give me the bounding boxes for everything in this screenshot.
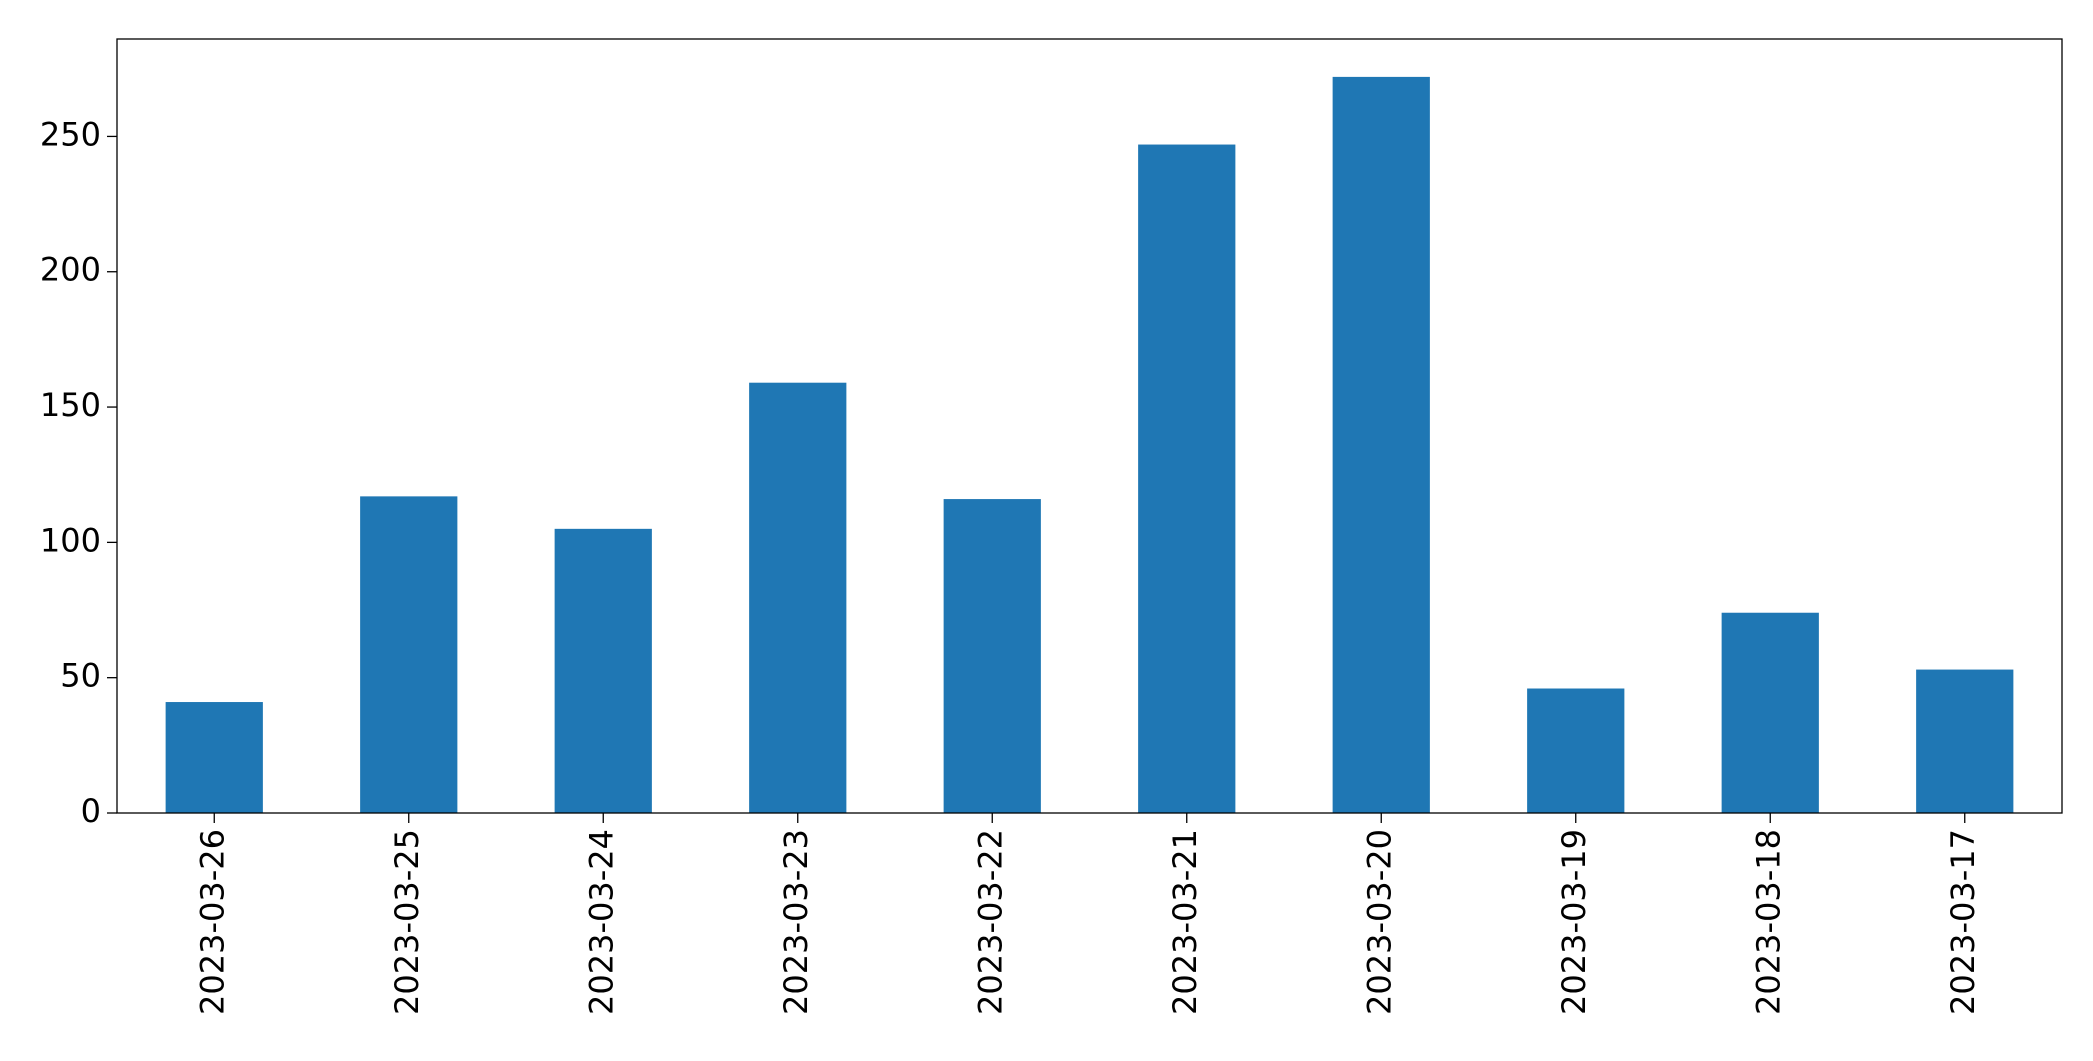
x-tick-label: 2023-03-22 bbox=[971, 829, 1009, 1015]
y-tick-label: 100 bbox=[40, 521, 101, 559]
x-tick-label: 2023-03-18 bbox=[1749, 829, 1787, 1015]
y-tick-label: 0 bbox=[81, 792, 101, 830]
bar bbox=[360, 496, 458, 813]
bar bbox=[1916, 669, 2014, 813]
x-tick-label: 2023-03-20 bbox=[1360, 829, 1398, 1015]
bar bbox=[1527, 688, 1625, 813]
x-tick-label: 2023-03-24 bbox=[582, 829, 620, 1015]
y-tick-label: 150 bbox=[40, 386, 101, 424]
y-tick-label: 200 bbox=[40, 251, 101, 289]
x-tick-label: 2023-03-19 bbox=[1555, 829, 1593, 1015]
x-tick-label: 2023-03-25 bbox=[388, 829, 426, 1015]
x-tick-label: 2023-03-26 bbox=[193, 829, 231, 1015]
x-tick-label: 2023-03-21 bbox=[1166, 829, 1204, 1015]
bar bbox=[749, 382, 847, 813]
bar bbox=[1332, 76, 1430, 813]
x-tick-label: 2023-03-17 bbox=[1944, 829, 1982, 1015]
bar bbox=[1721, 612, 1819, 813]
y-tick-label: 250 bbox=[40, 115, 101, 153]
x-tick-label: 2023-03-23 bbox=[777, 829, 815, 1015]
bar bbox=[554, 528, 652, 813]
bar bbox=[943, 499, 1041, 813]
plot-frame bbox=[116, 38, 2063, 814]
y-tick-label: 50 bbox=[60, 657, 101, 695]
bar bbox=[1138, 144, 1236, 813]
bar bbox=[165, 702, 263, 813]
